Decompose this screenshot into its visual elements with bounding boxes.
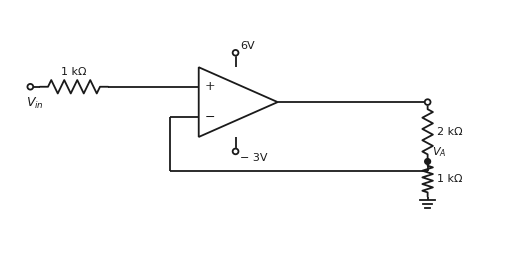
Text: 1 kΩ: 1 kΩ [437,174,462,184]
Text: +: + [205,80,216,93]
Text: $V_{in}$: $V_{in}$ [26,96,44,111]
Circle shape [425,159,431,164]
Circle shape [28,84,33,90]
Text: 2 kΩ: 2 kΩ [437,127,463,137]
Circle shape [233,149,239,154]
Text: − 3V: − 3V [240,153,267,163]
Text: −: − [205,111,215,124]
Text: 6V: 6V [240,41,254,51]
Text: 1 kΩ: 1 kΩ [61,67,87,78]
Circle shape [425,99,431,105]
Text: $V_A$: $V_A$ [432,146,446,159]
Circle shape [233,50,239,56]
